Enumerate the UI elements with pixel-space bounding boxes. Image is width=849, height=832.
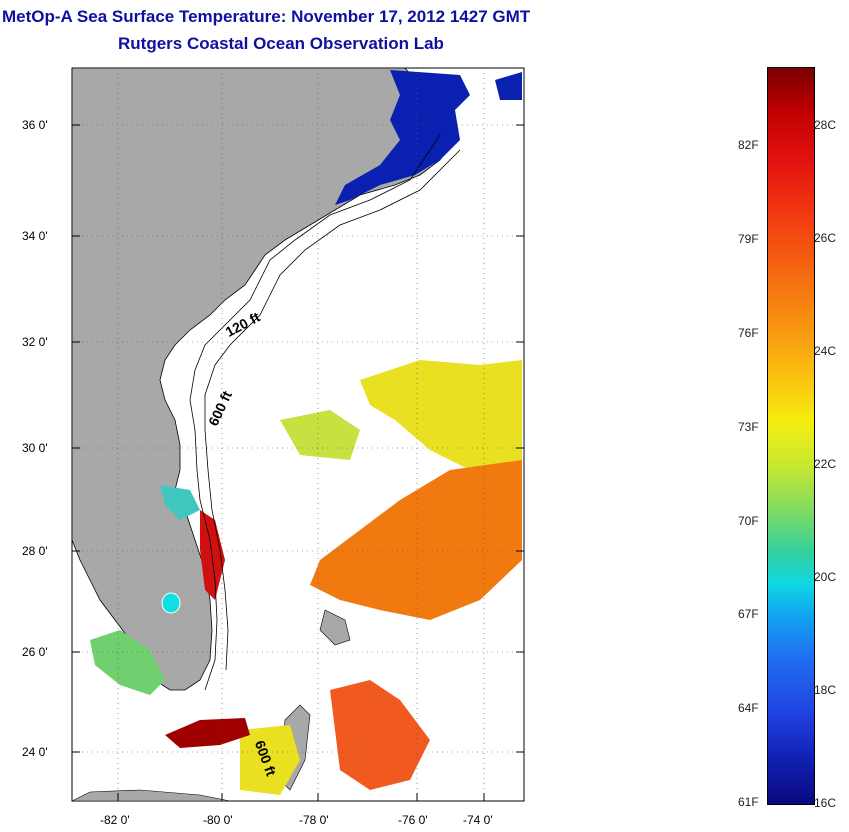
colorbar-label-26c: 26C bbox=[814, 231, 837, 245]
sst-orange-patch bbox=[310, 460, 522, 790]
colorbar-label-22c: 22C bbox=[814, 457, 837, 471]
map-title: MetOp-A Sea Surface Temperature: Novembe… bbox=[2, 7, 531, 26]
lon-tick-74: -74 0' bbox=[463, 813, 493, 827]
colorbar-label-76f: 76F bbox=[738, 326, 759, 340]
colorbar-label-16c: 16C bbox=[814, 796, 837, 810]
lat-tick-24: 24 0' bbox=[22, 745, 48, 759]
lat-tick-36: 36 0' bbox=[22, 118, 48, 132]
lat-tick-32: 32 0' bbox=[22, 335, 48, 349]
contour-600ft bbox=[204, 149, 461, 671]
lake-feature bbox=[161, 592, 181, 614]
lat-tick-26: 26 0' bbox=[22, 645, 48, 659]
lon-tick-78: -78 0' bbox=[299, 813, 329, 827]
colorbar-label-79f: 79F bbox=[738, 232, 759, 246]
lon-tick-76: -76 0' bbox=[398, 813, 428, 827]
colorbar-label-28c: 28C bbox=[814, 118, 837, 132]
colorbar-label-64f: 64F bbox=[738, 701, 759, 715]
frame-ticks bbox=[72, 124, 524, 801]
colorbar-label-18c: 18C bbox=[814, 683, 837, 697]
sst-yellow-patch bbox=[240, 360, 522, 795]
lon-tick-80: -80 0' bbox=[203, 813, 233, 827]
lat-tick-28: 28 0' bbox=[22, 544, 48, 558]
temperature-colorbar bbox=[767, 67, 815, 805]
sst-cold-patch-north bbox=[335, 70, 522, 205]
map-subtitle: Rutgers Coastal Ocean Observation Lab bbox=[118, 34, 444, 53]
colorbar-label-70f: 70F bbox=[738, 514, 759, 528]
sst-green-patch bbox=[90, 485, 200, 695]
lat-tick-30: 30 0' bbox=[22, 441, 48, 455]
sst-red-patch bbox=[165, 510, 250, 748]
contour-120ft bbox=[189, 134, 441, 691]
colorbar-label-73f: 73F bbox=[738, 420, 759, 434]
lat-tick-34: 34 0' bbox=[22, 229, 48, 243]
cuba-coast bbox=[71, 789, 231, 802]
colorbar-label-82f: 82F bbox=[738, 138, 759, 152]
colorbar-label-67f: 67F bbox=[738, 607, 759, 621]
map-grid bbox=[72, 68, 524, 801]
bahamas-island-2 bbox=[319, 609, 351, 646]
lon-tick-82: -82 0' bbox=[100, 813, 130, 827]
colorbar-label-20c: 20C bbox=[814, 570, 837, 584]
colorbar-label-24c: 24C bbox=[814, 344, 837, 358]
colorbar-label-61f: 61F bbox=[738, 795, 759, 809]
